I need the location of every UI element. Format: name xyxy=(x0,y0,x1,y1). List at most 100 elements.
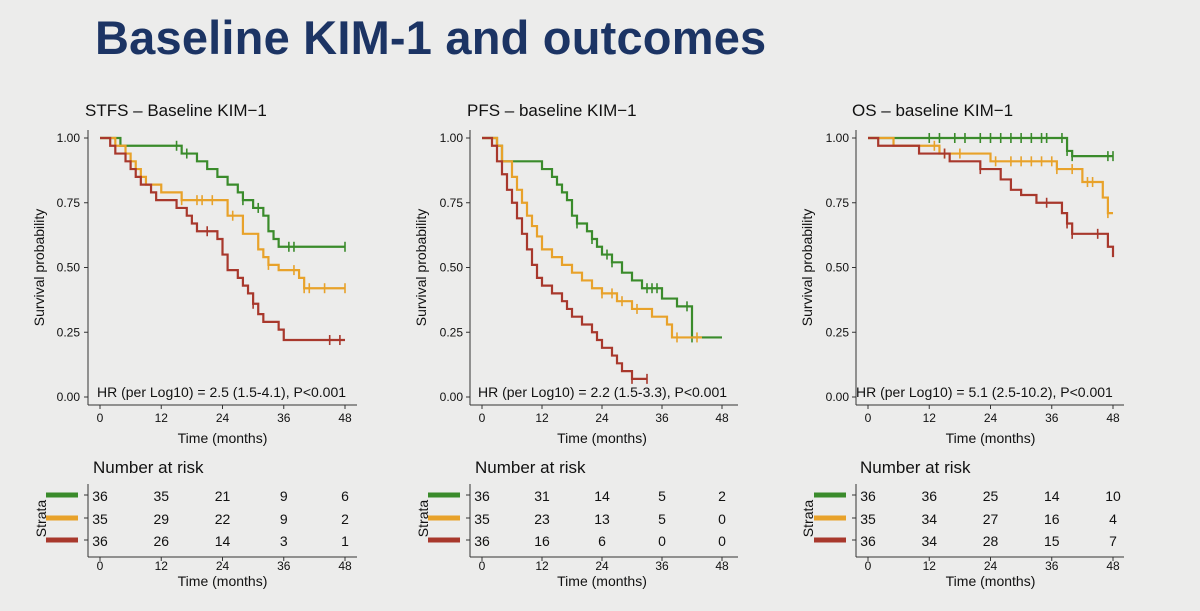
risk-count: 25 xyxy=(983,488,999,504)
x-tick-label: 48 xyxy=(338,411,352,425)
risk-count: 6 xyxy=(598,533,606,549)
risk-table-heading: Number at risk xyxy=(93,458,204,477)
risk-count: 1 xyxy=(341,533,349,549)
x-tick-label: 12 xyxy=(155,411,169,425)
y-tick-label: 0.00 xyxy=(57,390,81,404)
risk-count: 7 xyxy=(1109,533,1117,549)
hr-annotation: HR (per Log10) = 5.1 (2.5-10.2), P<0.001 xyxy=(856,384,1113,400)
km-curve-orange xyxy=(868,136,1113,215)
risk-x-tick-label: 12 xyxy=(923,559,937,573)
km-curve-red xyxy=(100,136,345,342)
risk-count: 36 xyxy=(474,533,490,549)
y-tick-label: 0.25 xyxy=(57,325,81,339)
risk-x-tick-label: 12 xyxy=(155,559,169,573)
x-tick-label: 24 xyxy=(984,411,998,425)
risk-count: 3 xyxy=(280,533,288,549)
x-tick-label: 24 xyxy=(216,411,230,425)
y-tick-label: 0.75 xyxy=(826,196,850,210)
risk-count: 9 xyxy=(280,488,288,504)
risk-x-tick-label: 48 xyxy=(715,559,729,573)
y-tick-label: 1.00 xyxy=(826,131,850,145)
hr-annotation: HR (per Log10) = 2.5 (1.5-4.1), P<0.001 xyxy=(97,384,346,400)
km-curve-orange xyxy=(100,136,345,290)
risk-count: 14 xyxy=(1044,488,1060,504)
risk-count: 36 xyxy=(860,488,876,504)
risk-count: 34 xyxy=(921,533,937,549)
x-tick-label: 0 xyxy=(479,411,486,425)
risk-count: 36 xyxy=(474,488,490,504)
risk-count: 0 xyxy=(718,533,726,549)
risk-table-heading: Number at risk xyxy=(475,458,586,477)
km-curve-orange xyxy=(482,136,702,339)
risk-count: 29 xyxy=(153,511,169,527)
risk-x-tick-label: 0 xyxy=(479,559,486,573)
risk-x-tick-label: 0 xyxy=(97,559,104,573)
risk-x-axis-label: Time (months) xyxy=(557,573,647,589)
x-tick-label: 48 xyxy=(715,411,729,425)
y-tick-label: 0.25 xyxy=(440,325,464,339)
hr-annotation: HR (per Log10) = 2.2 (1.5-3.3), P<0.001 xyxy=(478,384,727,400)
risk-count: 10 xyxy=(1105,488,1121,504)
x-tick-label: 36 xyxy=(655,411,669,425)
y-axis-label: Survival probability xyxy=(799,209,815,327)
x-tick-label: 36 xyxy=(277,411,291,425)
km-curve-green xyxy=(100,136,345,248)
risk-count: 0 xyxy=(658,533,666,549)
y-tick-label: 0.50 xyxy=(826,261,850,275)
risk-x-tick-label: 36 xyxy=(1045,559,1059,573)
x-tick-label: 36 xyxy=(1045,411,1059,425)
risk-count: 5 xyxy=(658,511,666,527)
risk-count: 14 xyxy=(594,488,610,504)
risk-x-tick-label: 12 xyxy=(535,559,549,573)
y-tick-label: 1.00 xyxy=(57,131,81,145)
y-tick-label: 0.75 xyxy=(440,196,464,210)
risk-x-tick-label: 24 xyxy=(216,559,230,573)
risk-x-tick-label: 36 xyxy=(655,559,669,573)
risk-count: 36 xyxy=(92,488,108,504)
risk-count: 31 xyxy=(534,488,550,504)
x-tick-label: 12 xyxy=(535,411,549,425)
km-curve-red xyxy=(482,136,647,380)
risk-x-tick-label: 0 xyxy=(865,559,872,573)
risk-x-tick-label: 24 xyxy=(984,559,998,573)
risk-table-heading: Number at risk xyxy=(860,458,971,477)
y-axis-label: Survival probability xyxy=(413,209,429,327)
risk-count: 13 xyxy=(594,511,610,527)
risk-count: 36 xyxy=(921,488,937,504)
risk-count: 22 xyxy=(215,511,231,527)
risk-count: 4 xyxy=(1109,511,1117,527)
risk-x-axis-label: Time (months) xyxy=(178,573,268,589)
risk-count: 35 xyxy=(860,511,876,527)
risk-x-tick-label: 36 xyxy=(277,559,291,573)
x-tick-label: 0 xyxy=(97,411,104,425)
km-curve-green xyxy=(482,136,722,339)
strata-label: Strata xyxy=(33,500,49,538)
risk-count: 36 xyxy=(92,533,108,549)
risk-count: 36 xyxy=(860,533,876,549)
risk-count: 2 xyxy=(341,511,349,527)
risk-count: 35 xyxy=(153,488,169,504)
risk-count: 27 xyxy=(983,511,999,527)
x-tick-label: 12 xyxy=(923,411,937,425)
risk-count: 26 xyxy=(153,533,169,549)
slide-title: Baseline KIM-1 and outcomes xyxy=(95,11,767,64)
x-axis-label: Time (months) xyxy=(946,430,1036,446)
x-tick-label: 24 xyxy=(595,411,609,425)
x-axis-label: Time (months) xyxy=(557,430,647,446)
risk-count: 35 xyxy=(474,511,490,527)
x-axis-label: Time (months) xyxy=(178,430,268,446)
risk-count: 35 xyxy=(92,511,108,527)
chart-title: OS – baseline KIM−1 xyxy=(852,101,1013,120)
y-axis-label: Survival probability xyxy=(31,209,47,327)
km-panel-2: PFS – baseline KIM−1 0.00 0.25 0.50 0.75 1.00… xyxy=(413,101,738,589)
y-tick-label: 1.00 xyxy=(440,131,464,145)
chart-title: STFS – Baseline KIM−1 xyxy=(85,101,267,120)
risk-x-tick-label: 24 xyxy=(595,559,609,573)
risk-count: 14 xyxy=(215,533,231,549)
y-tick-label: 0.25 xyxy=(826,325,850,339)
km-panel-1: STFS – Baseline KIM−1 0.00 0.25 0.50 0.75 1.0… xyxy=(31,101,357,589)
risk-count: 34 xyxy=(921,511,937,527)
risk-count: 9 xyxy=(280,511,288,527)
risk-count: 15 xyxy=(1044,533,1060,549)
